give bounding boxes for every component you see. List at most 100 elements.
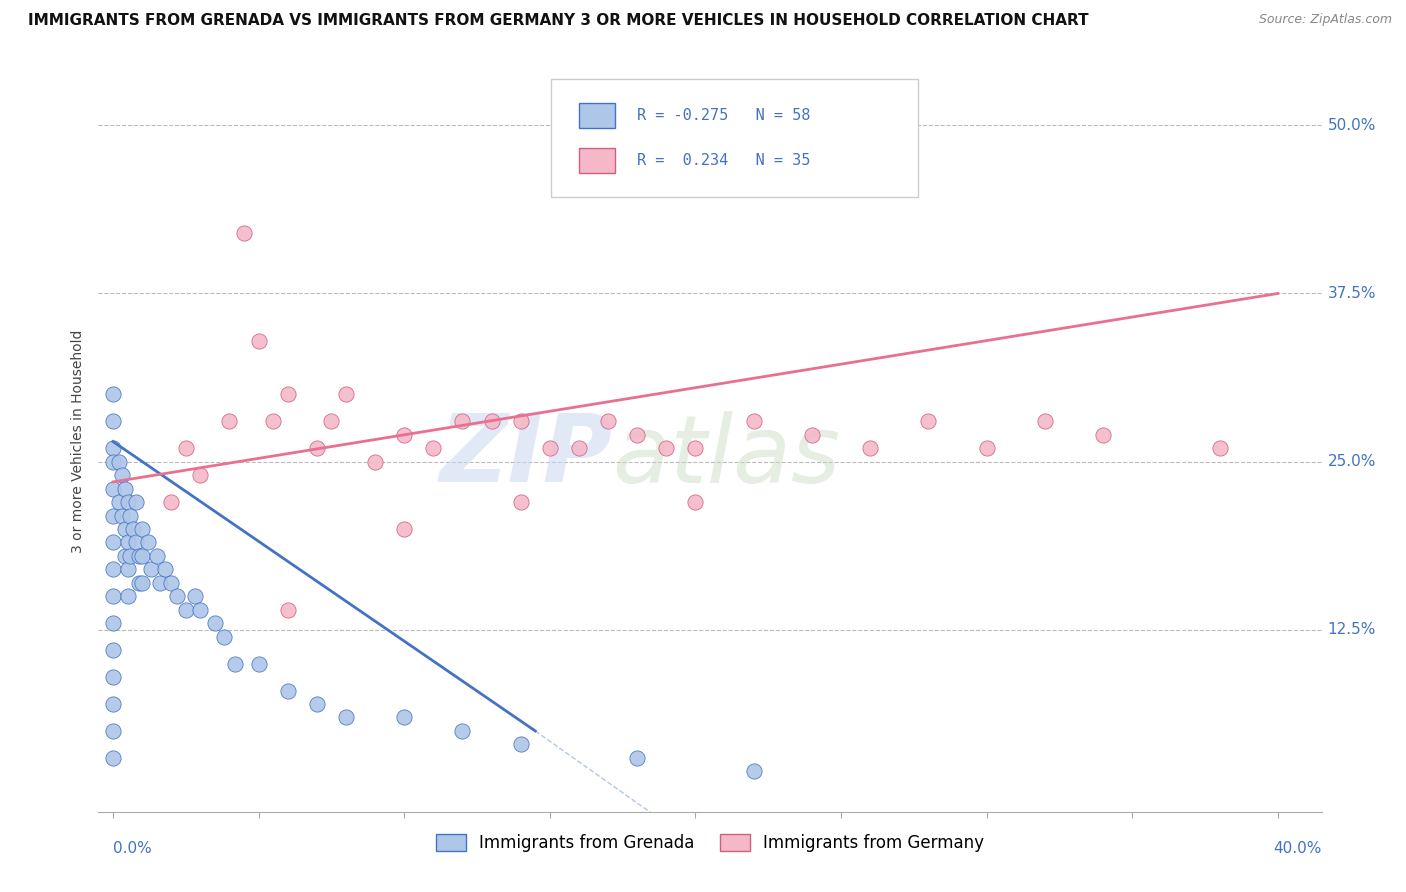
Point [101,751,124,765]
Point [305,442,328,456]
Point [128,549,150,563]
Point [742,764,765,779]
Point [598,414,620,428]
Text: Source: ZipAtlas.com: Source: ZipAtlas.com [1258,13,1392,27]
Text: 50.0%: 50.0% [1327,118,1376,133]
Point [174,442,197,456]
Point [277,387,299,401]
Point [394,427,416,442]
Point [509,414,531,428]
Point [394,710,416,724]
Point [218,414,240,428]
Point [166,590,188,604]
Point [145,549,167,563]
Point [101,442,124,456]
Point [117,590,139,604]
Point [101,455,124,469]
Point [139,562,162,576]
Point [128,575,150,590]
Point [801,427,824,442]
FancyBboxPatch shape [579,147,614,173]
Point [101,697,124,711]
Point [125,495,148,509]
Point [1208,442,1232,456]
Text: R = -0.275   N = 58: R = -0.275 N = 58 [637,108,810,123]
Point [160,575,183,590]
Text: 25.0%: 25.0% [1327,454,1376,469]
Point [131,549,153,563]
Point [626,751,648,765]
Text: R =  0.234   N = 35: R = 0.234 N = 35 [637,153,810,168]
Point [305,697,328,711]
Y-axis label: 3 or more Vehicles in Household: 3 or more Vehicles in Household [72,330,86,553]
Point [111,468,134,483]
Point [101,616,124,631]
Point [101,535,124,549]
Point [1033,414,1056,428]
Point [117,535,139,549]
Point [101,562,124,576]
Point [101,414,124,428]
Point [120,549,142,563]
Point [509,738,531,752]
Point [481,414,503,428]
Legend: Immigrants from Grenada, Immigrants from Germany: Immigrants from Grenada, Immigrants from… [429,828,991,859]
Point [277,683,299,698]
Point [422,442,444,456]
Point [742,414,765,428]
Point [568,442,591,456]
Text: ZIP: ZIP [439,410,612,502]
Point [655,442,678,456]
Point [188,468,212,483]
FancyBboxPatch shape [551,78,918,197]
Point [114,522,136,536]
Point [917,414,939,428]
Point [976,442,998,456]
Point [451,723,474,738]
Point [101,590,124,604]
Point [120,508,142,523]
Point [204,616,226,631]
Point [122,522,145,536]
Point [114,549,136,563]
Point [101,643,124,657]
Point [451,414,474,428]
Point [101,508,124,523]
Point [117,562,139,576]
Point [335,387,357,401]
Point [247,334,270,348]
Point [101,723,124,738]
Point [108,455,131,469]
Point [262,414,284,428]
Point [114,482,136,496]
Point [117,495,139,509]
Point [509,495,531,509]
Text: 37.5%: 37.5% [1327,286,1376,301]
Point [174,603,197,617]
Point [364,455,387,469]
Point [233,226,256,240]
Text: atlas: atlas [612,411,841,502]
Point [626,427,648,442]
Point [160,495,183,509]
Point [685,495,707,509]
Point [101,387,124,401]
Point [155,562,177,576]
Text: 0.0%: 0.0% [112,841,152,856]
Point [859,442,882,456]
Point [247,657,270,671]
FancyBboxPatch shape [579,103,614,128]
Point [277,603,299,617]
Point [101,482,124,496]
Point [321,414,343,428]
Point [188,603,212,617]
Point [131,575,153,590]
Point [149,575,172,590]
Text: IMMIGRANTS FROM GRENADA VS IMMIGRANTS FROM GERMANY 3 OR MORE VEHICLES IN HOUSEHO: IMMIGRANTS FROM GRENADA VS IMMIGRANTS FR… [28,13,1088,29]
Point [1092,427,1115,442]
Point [136,535,159,549]
Point [224,657,246,671]
Point [538,442,561,456]
Point [212,630,235,644]
Text: 40.0%: 40.0% [1274,841,1322,856]
